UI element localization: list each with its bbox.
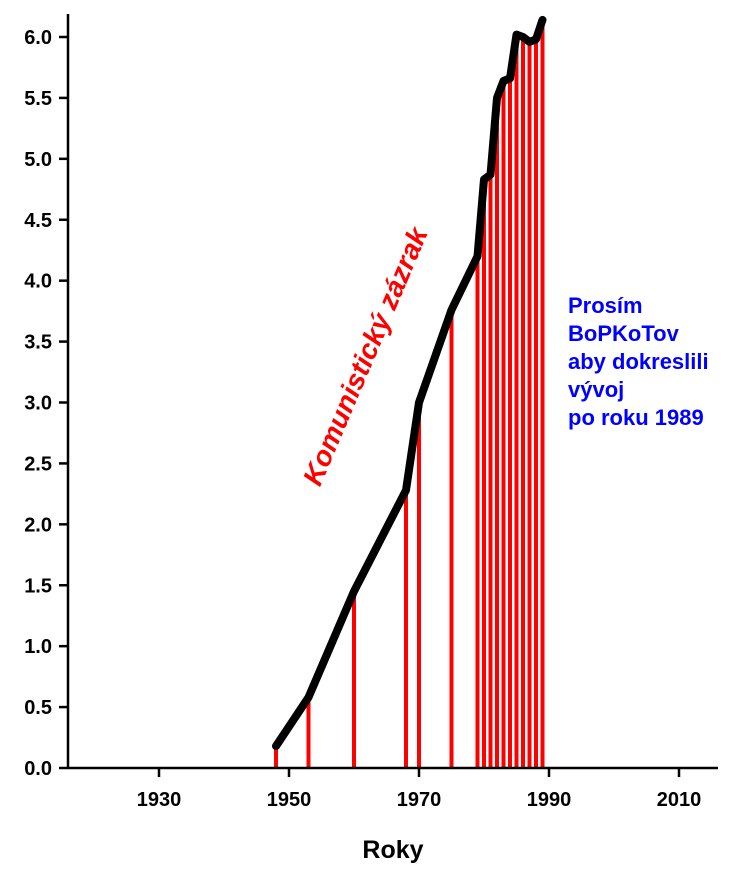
- y-tick-label: 1.5: [24, 575, 52, 597]
- y-tick-label: 2.5: [24, 453, 52, 475]
- drop-lines: [274, 19, 545, 768]
- x-ticks: 1930 1950 1970 1990 2010: [137, 768, 702, 811]
- annotation-note-line: BoPKoTov: [568, 321, 680, 346]
- annotation-note-line: vývoj: [568, 377, 624, 402]
- series-line: [272, 15, 547, 751]
- y-tick-label: 0.5: [24, 697, 52, 719]
- y-tick-label: 5.5: [24, 88, 52, 110]
- y-tick-label: 4.0: [24, 271, 52, 293]
- y-ticks: 0.0 0.5 1.0 1.5 2.0 2.5 3.0 3.5 4.0 4.5 5.0 5.5 6.0: [24, 27, 68, 780]
- x-tick-label: 1950: [267, 789, 312, 811]
- annotation-note-line: po roku 1989: [568, 405, 704, 430]
- y-tick-label: 3.5: [24, 332, 52, 354]
- x-tick-label: 1970: [397, 789, 442, 811]
- y-tick-label: 5.0: [24, 149, 52, 171]
- y-tick-label: 6.0: [24, 27, 52, 49]
- y-tick-label: 0.0: [24, 758, 52, 780]
- y-tick-label: 4.5: [24, 210, 52, 232]
- x-tick-label: 1990: [527, 789, 572, 811]
- x-tick-label: 1930: [137, 789, 182, 811]
- annotation-note-line: Prosím: [568, 293, 643, 318]
- y-tick-label: 3.0: [24, 393, 52, 415]
- x-axis-label: Roky: [362, 836, 423, 864]
- y-tick-label: 1.0: [24, 636, 52, 658]
- axes: [66, 14, 718, 770]
- y-tick-label: 2.0: [24, 514, 52, 536]
- annotation-note: Prosím BoPKoTov aby dokreslili vývoj po roku…: [568, 293, 709, 430]
- x-tick-label: 2010: [657, 789, 702, 811]
- annotation-note-line: aby dokreslili: [568, 349, 709, 374]
